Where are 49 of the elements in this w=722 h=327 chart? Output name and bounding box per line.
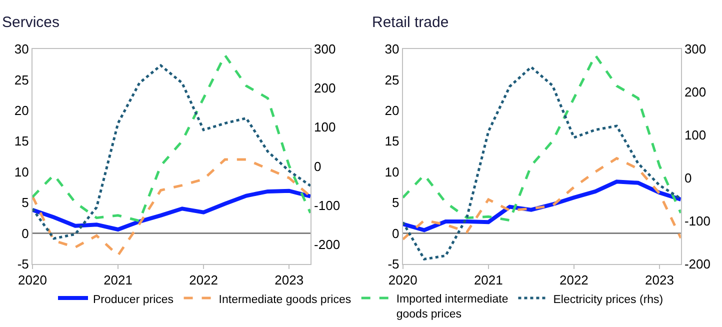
y-tick-label: 25 — [14, 72, 29, 88]
line-series — [32, 158, 310, 257]
y-tick-label: 15 — [384, 134, 400, 149]
y-tick-label: 10 — [384, 164, 400, 180]
y2-tick-label: 0 — [684, 170, 692, 186]
y2-tick-label: 300 — [684, 42, 706, 57]
y2-tick-label: -200 — [314, 236, 340, 252]
y-tick-label: 20 — [14, 102, 29, 118]
y-tick-label: 30 — [384, 42, 400, 57]
x-tick-label: 2022 — [559, 272, 588, 288]
legend-label: Producer prices — [93, 294, 174, 306]
legend-label: Electricity prices (rhs) — [553, 294, 664, 306]
chart-title: Services — [2, 14, 60, 31]
y2-tick-label: 200 — [684, 84, 706, 100]
line-series — [402, 157, 681, 241]
y-tick-label: -5 — [17, 256, 29, 272]
y-tick-label: 25 — [384, 72, 400, 88]
x-tick-label: 2023 — [274, 272, 304, 288]
y-tick-label: 15 — [14, 134, 29, 149]
y-tick-label: -5 — [388, 256, 400, 272]
y-tick-label: 10 — [14, 164, 29, 180]
legend-label: Intermediate goods prices — [218, 294, 352, 306]
y2-tick-label: 200 — [314, 80, 336, 96]
y-tick-label: 5 — [22, 195, 29, 210]
y-tick-label: 20 — [384, 102, 400, 118]
y2-tick-label: 300 — [314, 42, 336, 57]
y2-tick-label: -100 — [314, 198, 340, 213]
line-series — [32, 54, 310, 222]
line-series — [32, 64, 310, 240]
y2-tick-label: -200 — [684, 256, 710, 272]
line-series — [402, 66, 681, 260]
y-tick-label: 0 — [22, 226, 29, 241]
line-series — [402, 54, 681, 222]
y2-tick-label: 100 — [684, 128, 706, 143]
line-series — [32, 188, 310, 232]
chart-title: Retail trade — [372, 14, 449, 31]
x-tick-label: 2020 — [388, 272, 418, 288]
x-tick-label: 2023 — [645, 272, 674, 288]
x-tick-label: 2022 — [189, 272, 218, 288]
y2-tick-label: 100 — [314, 120, 336, 135]
x-tick-label: 2020 — [18, 272, 47, 288]
x-tick-label: 2021 — [104, 272, 132, 288]
y-tick-label: 5 — [392, 195, 400, 210]
y2-tick-label: 0 — [314, 158, 322, 174]
x-tick-label: 2021 — [474, 272, 503, 288]
legend-label: Imported intermediate goods prices — [396, 293, 508, 320]
y-tick-label: 0 — [392, 226, 400, 241]
y-tick-label: 30 — [14, 42, 29, 57]
y2-tick-label: -100 — [684, 213, 710, 228]
